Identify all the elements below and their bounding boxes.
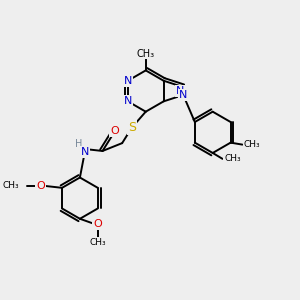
Text: N: N — [124, 76, 132, 86]
Text: O: O — [36, 181, 45, 191]
Text: CH₃: CH₃ — [2, 182, 19, 190]
Text: N: N — [124, 96, 132, 106]
Text: CH₃: CH₃ — [244, 140, 260, 149]
Text: N: N — [176, 86, 184, 96]
Text: O: O — [93, 219, 102, 229]
Text: O: O — [110, 126, 119, 136]
Text: CH₃: CH₃ — [224, 154, 241, 164]
Text: CH₃: CH₃ — [137, 49, 155, 59]
Text: CH₃: CH₃ — [89, 238, 106, 247]
Text: H: H — [75, 139, 82, 149]
Text: S: S — [128, 121, 136, 134]
Text: N: N — [81, 147, 89, 157]
Text: N: N — [179, 90, 188, 100]
